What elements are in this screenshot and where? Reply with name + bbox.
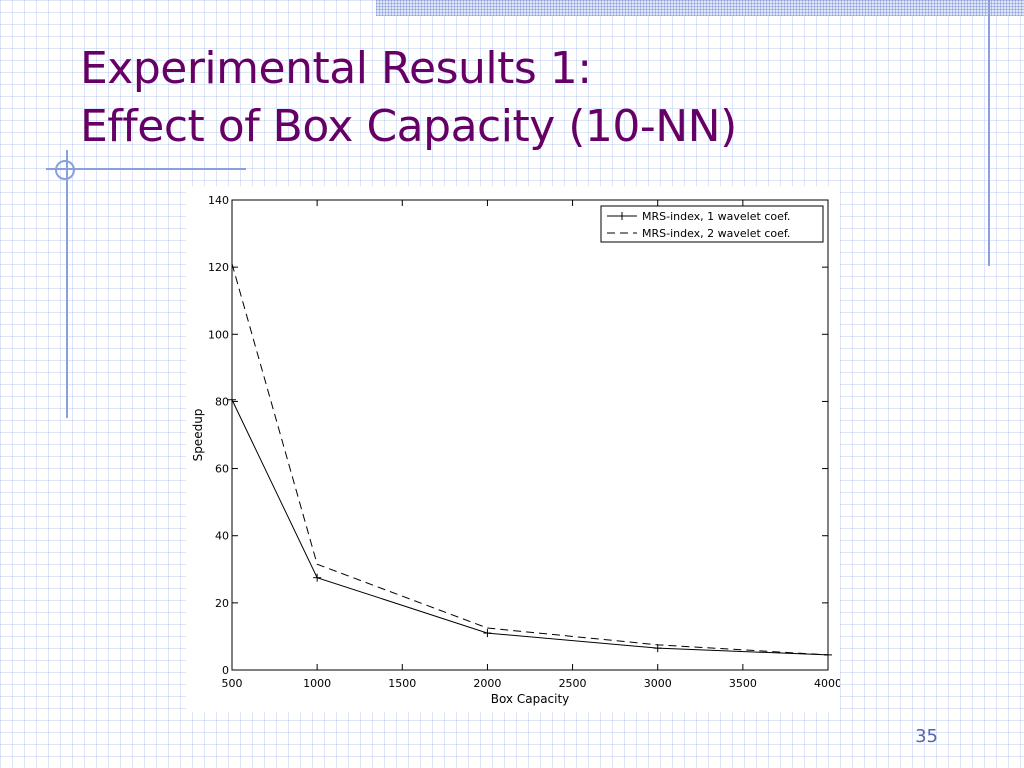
x-tick-label: 1500: [388, 677, 416, 690]
y-tick-label: 80: [215, 395, 229, 408]
y-tick-label: 140: [208, 194, 229, 207]
y-tick-label: 20: [215, 597, 229, 610]
circle-ornament: [55, 160, 75, 180]
y-tick-label: 120: [208, 261, 229, 274]
right-accent-line: [988, 0, 990, 266]
y-tick-label: 0: [222, 664, 229, 677]
y-axis-label: Speedup: [191, 409, 205, 462]
slide-number: 35: [915, 726, 938, 747]
tick-layer: 500 1000 1500 2000 2500 3000 3500 4000 0 20 40 60 80…: [208, 194, 842, 690]
title-line-2: Effect of Box Capacity (10-NN): [80, 101, 737, 152]
slide-title: Experimental Results 1: Effect of Box Ca…: [80, 40, 737, 156]
left-accent-line: [66, 150, 68, 418]
y-tick-label: 60: [215, 463, 229, 476]
header-decoration-band: [376, 0, 1024, 16]
x-tick-label: 3000: [644, 677, 672, 690]
legend: MRS-index, 1 wavelet coef. MRS-index, 2 …: [600, 205, 824, 243]
legend-label-series-1: MRS-index, 1 wavelet coef.: [642, 210, 790, 223]
series-line-1: [231, 399, 829, 656]
title-line-1: Experimental Results 1:: [80, 43, 592, 94]
y-tick-label: 40: [215, 530, 229, 543]
x-tick-label: 500: [222, 677, 243, 690]
chart-figure: 500 1000 1500 2000 2500 3000 3500 4000 0 20 40 60 80…: [186, 186, 842, 712]
y-tick-label: 100: [208, 328, 229, 341]
legend-box: [600, 205, 824, 243]
x-tick-label: 3500: [729, 677, 757, 690]
x-tick-label: 4000: [814, 677, 840, 690]
plot-frame: [231, 199, 829, 671]
series-line-2: [231, 263, 829, 656]
x-tick-label: 2000: [473, 677, 501, 690]
title-underline: [46, 168, 246, 170]
series-layer: [228, 263, 832, 659]
x-tick-label: 2500: [559, 677, 587, 690]
x-axis-label: Box Capacity: [491, 692, 570, 706]
axes-layer: [231, 199, 829, 671]
line-chart: 500 1000 1500 2000 2500 3000 3500 4000 0 20 40 60 80…: [191, 194, 842, 706]
legend-label-series-2: MRS-index, 2 wavelet coef.: [642, 227, 790, 240]
x-tick-label: 1000: [303, 677, 331, 690]
